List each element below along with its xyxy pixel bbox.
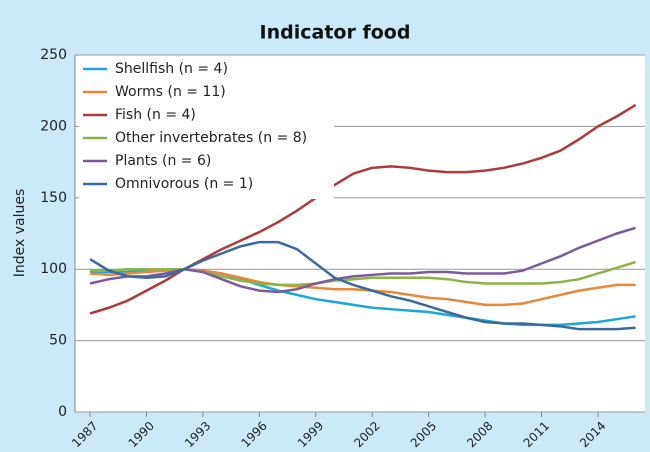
y-tick-label: 200 — [40, 118, 67, 134]
y-tick-label: 50 — [49, 333, 67, 349]
chart-title: Indicator food — [260, 22, 411, 44]
series-line — [89, 240, 636, 331]
y-tick-label: 150 — [40, 190, 67, 206]
legend-label: Plants (n = 6) — [115, 153, 211, 169]
legend-label: Fish (n = 4) — [115, 107, 196, 123]
y-axis-label: Index values — [12, 189, 28, 278]
legend-label: Shellfish (n = 4) — [115, 61, 228, 77]
legend-label: Worms (n = 11) — [115, 84, 226, 100]
y-tick-label: 0 — [58, 404, 67, 420]
y-tick-label: 250 — [40, 47, 67, 63]
legend-label: Omnivorous (n = 1) — [115, 176, 253, 192]
y-tick-label: 100 — [40, 261, 67, 277]
legend-box — [79, 57, 334, 199]
legend-label: Other invertebrates (n = 8) — [115, 130, 307, 146]
